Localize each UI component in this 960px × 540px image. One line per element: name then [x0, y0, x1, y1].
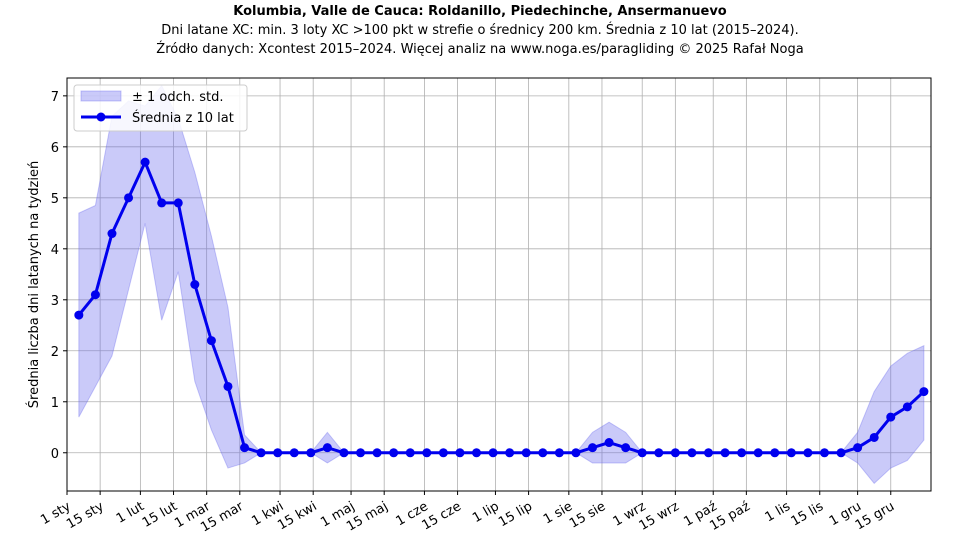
data-point-35 — [654, 448, 664, 458]
data-point-18 — [372, 448, 382, 458]
data-point-7 — [190, 280, 200, 289]
data-point-9 — [223, 381, 233, 391]
legend-line-label: Średnia z 10 lat — [132, 110, 234, 126]
data-point-41 — [753, 448, 763, 458]
x-tick-label-13: 15 lip — [496, 499, 535, 530]
data-point-38 — [703, 448, 713, 458]
data-point-42 — [770, 448, 780, 458]
mean-line — [77, 160, 925, 455]
chart-subtitle-line1: Dni latane XC: min. 3 loty XC >100 pkt w… — [161, 23, 799, 38]
plot-frame — [66, 77, 932, 492]
legend-box — [73, 84, 248, 132]
data-point-15 — [322, 443, 332, 453]
data-point-33 — [621, 443, 631, 453]
data-point-24 — [472, 448, 482, 458]
data-point-26 — [505, 448, 515, 458]
data-point-17 — [356, 448, 366, 458]
chart-title-block: Kolumbia, Valle de Cauca: Roldanillo, Pi… — [0, 2, 960, 59]
data-point-10 — [240, 443, 250, 453]
data-point-43 — [786, 448, 796, 458]
x-tick-label-21: 15 lis — [789, 499, 827, 529]
data-point-14 — [306, 448, 316, 458]
x-tick-label-20: 1 lis — [763, 499, 794, 525]
chart-subtitle-line2: Źródło danych: Xcontest 2015–2024. Więce… — [156, 42, 804, 57]
y-axis: 0 1 2 3 4 5 6 7 — [51, 90, 67, 462]
y-tick-label-4: 4 — [51, 243, 59, 258]
data-point-32 — [604, 438, 614, 448]
data-point-40 — [737, 448, 747, 458]
data-point-34 — [637, 448, 647, 458]
data-point-21 — [422, 448, 432, 458]
x-tick-label-1: 15 sty — [64, 499, 107, 532]
x-tick-label-3: 15 lut — [140, 499, 180, 531]
data-point-30 — [571, 448, 581, 458]
y-tick-label-0: 0 — [51, 447, 59, 462]
data-point-12 — [273, 448, 283, 458]
data-point-6 — [173, 198, 183, 208]
y-tick-label-6: 6 — [51, 141, 59, 156]
y-tick-label-7: 7 — [51, 90, 59, 105]
y-tick-label-3: 3 — [51, 294, 59, 309]
y-tick-label-5: 5 — [51, 192, 59, 207]
legend-band-label: ± 1 odch. std. — [132, 90, 224, 105]
data-point-39 — [720, 448, 730, 458]
legend: ± 1 odch. std. Średnia z 10 lat — [73, 84, 248, 132]
data-point-2 — [107, 229, 117, 239]
data-point-23 — [455, 448, 465, 458]
x-tick-label-12: 1 lip — [470, 499, 502, 526]
data-point-5 — [157, 198, 167, 208]
chart-title: Kolumbia, Valle de Cauca: Roldanillo, Pi… — [233, 4, 727, 19]
data-point-27 — [521, 448, 531, 458]
data-point-44 — [803, 448, 813, 458]
data-point-37 — [687, 448, 697, 458]
data-point-3 — [124, 193, 134, 203]
data-point-1 — [90, 290, 100, 300]
data-point-28 — [538, 448, 548, 458]
data-point-22 — [438, 448, 448, 458]
data-point-45 — [819, 448, 829, 458]
data-point-20 — [405, 448, 415, 458]
data-point-19 — [389, 448, 399, 458]
data-point-25 — [488, 448, 498, 458]
x-tick-label-7: 15 kwi — [275, 499, 319, 533]
data-point-49 — [886, 412, 896, 422]
data-point-36 — [670, 448, 680, 458]
data-point-4 — [140, 157, 150, 167]
data-point-8 — [206, 336, 216, 346]
std-dev-band — [78, 84, 925, 485]
y-axis-label: Średnia liczba dni latanych na tydzień — [26, 161, 42, 408]
x-tick-label-15: 15 sie — [567, 499, 608, 532]
data-point-31 — [588, 443, 598, 453]
data-point-50 — [902, 402, 912, 412]
data-point-51 — [919, 387, 929, 397]
y-tick-label-1: 1 — [51, 396, 59, 411]
y-tick-label-2: 2 — [51, 345, 59, 360]
data-point-48 — [869, 432, 879, 442]
data-point-46 — [836, 448, 846, 458]
data-point-29 — [554, 448, 564, 458]
legend-marker-swatch — [96, 112, 106, 122]
legend-band-swatch — [80, 90, 122, 102]
data-point-11 — [256, 448, 266, 458]
data-point-13 — [289, 448, 299, 458]
mean-points — [74, 157, 929, 458]
data-point-16 — [339, 448, 349, 458]
data-point-47 — [853, 443, 863, 453]
data-point-0 — [74, 310, 84, 320]
